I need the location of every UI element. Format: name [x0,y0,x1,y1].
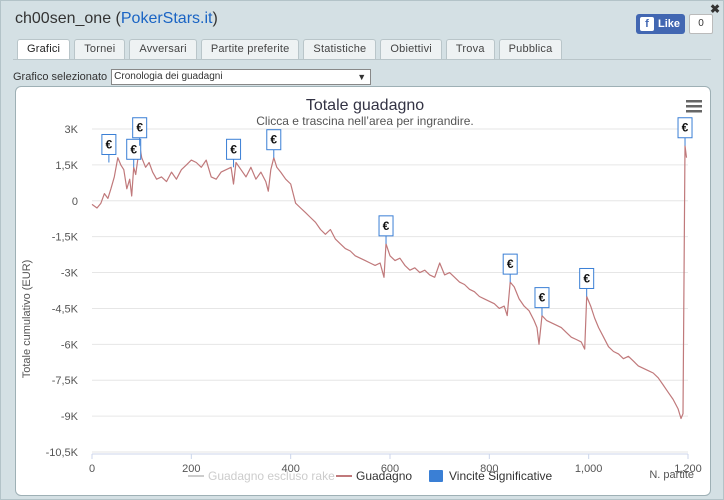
y-axis-label: Totale cumulativo (EUR) [21,260,33,379]
x-ticks: 0 200 400 600 800 1,000 1,200 [89,454,702,475]
grid [92,128,688,455]
chart-select-value: Cronologia dei guadagni [114,71,223,82]
flag-box [378,215,394,237]
divider [13,59,711,60]
series-layer [91,145,688,420]
flag-label: € [539,291,546,305]
tab-bar: Grafici Tornei Avversari Partite preferi… [17,39,563,59]
chart-title: Totale guadagno [306,97,424,114]
significant-win-flag[interactable]: € [502,253,518,283]
facebook-like-button[interactable]: f Like [636,14,686,34]
significant-win-flag[interactable]: € [534,287,550,316]
flag-box [502,253,518,275]
flag-box [101,133,117,155]
tab-statistiche[interactable]: Statistiche [303,39,377,59]
flag-label: € [136,121,143,135]
dropdown-arrow-icon: ▼ [357,72,367,82]
flag-box [677,117,693,139]
x-tick-label: 200 [182,463,200,475]
significant-win-flag[interactable]: € [266,129,282,158]
flag-box [266,129,282,151]
username: ch00sen_one [15,10,112,27]
x-tick-label: 800 [480,463,498,475]
like-count: 0 [689,14,713,34]
tab-avversari[interactable]: Avversari [129,39,197,59]
flag-box [126,138,142,160]
legend-label: Vincite Significative [449,469,552,483]
chart-container[interactable]: Totale guadagno Clicca e trascina nell’a… [15,86,711,496]
flag-label: € [106,137,113,151]
flag-label: € [130,142,137,156]
y-tick-label: -9K [61,411,79,423]
y-tick-label: -10,5K [46,447,79,459]
flag-box [226,138,242,160]
flag-box [534,287,550,309]
flags-layer: € € € € € € € € € € [101,117,693,316]
y-tick-label: 1,5K [55,160,78,172]
chart-subtitle: Clicca e trascina nell’area per ingrandi… [256,114,473,128]
site-link[interactable]: PokerStars.it [120,10,213,27]
like-label: Like [658,18,681,30]
flag-box [132,117,148,139]
legend-label: Guadagno [356,469,412,483]
y-tick-label: -6K [61,339,79,351]
y-ticks: 3K 1,5K 0 -1,5K -3K -4,5K -6K -7,5K -9K -10,5K [46,124,79,459]
tab-trova[interactable]: Trova [445,39,495,59]
y-tick-label: -4,5K [52,303,79,315]
chart-selector-row: Grafico selezionato Cronologia dei guada… [13,69,372,85]
legend-label: Guadagno escluso rake [208,469,335,483]
flag-label: € [230,142,237,156]
chart-svg[interactable]: Totale guadagno Clicca e trascina nell’a… [16,87,712,497]
tab-pubblica[interactable]: Pubblica [498,39,563,59]
tab-partite-preferite[interactable]: Partite preferite [200,39,300,59]
y-tick-label: 3K [65,124,79,136]
chart-selector-label: Grafico selezionato [13,71,108,83]
tab-tornei[interactable]: Tornei [74,39,126,59]
y-tick-label: 0 [72,196,78,208]
legend-swatch [429,470,443,482]
flag-label: € [507,257,514,271]
flag-label: € [682,121,689,135]
y-tick-label: -7,5K [52,375,79,387]
tab-grafici[interactable]: Grafici [17,39,71,59]
menu-icon[interactable] [686,100,702,113]
significant-win-flag[interactable]: € [579,267,595,297]
x-tick-label: 400 [281,463,299,475]
tab-obiettivi[interactable]: Obiettivi [380,39,442,59]
significant-win-flag[interactable]: € [226,138,242,168]
chart-select[interactable]: Cronologia dei guadagni ▼ [111,69,372,85]
y-tick-label: -1,5K [52,232,79,244]
significant-win-flag[interactable]: € [101,133,117,163]
significant-win-flag[interactable]: € [378,215,394,244]
facebook-icon: f [640,17,654,31]
flag-label: € [383,219,390,233]
flag-label: € [583,271,590,285]
legend: Guadagno escluso rake Guadagno Vincite Sig… [188,469,552,483]
y-tick-label: -3K [61,268,79,280]
legend-item[interactable]: Guadagno escluso rake [188,469,335,483]
series-line-guadagno[interactable] [91,145,688,420]
x-tick-label: 1,000 [575,463,603,475]
x-tick-label: 0 [89,463,95,475]
x-tick-label: 600 [381,463,399,475]
significant-win-flag[interactable]: € [132,117,148,146]
flag-label: € [270,133,277,147]
x-axis-label: N. partite [649,469,694,481]
flag-box [579,267,595,289]
x-tick-label: 1,200 [674,463,702,475]
legend-item[interactable]: Guadagno [336,469,412,483]
legend-item[interactable]: Vincite Significative [429,469,552,483]
significant-win-flag[interactable]: € [677,117,693,146]
page-title: ch00sen_one (PokerStars.it) [15,10,218,27]
significant-win-flag[interactable]: € [126,138,142,168]
close-icon[interactable]: ✖ [709,2,721,16]
